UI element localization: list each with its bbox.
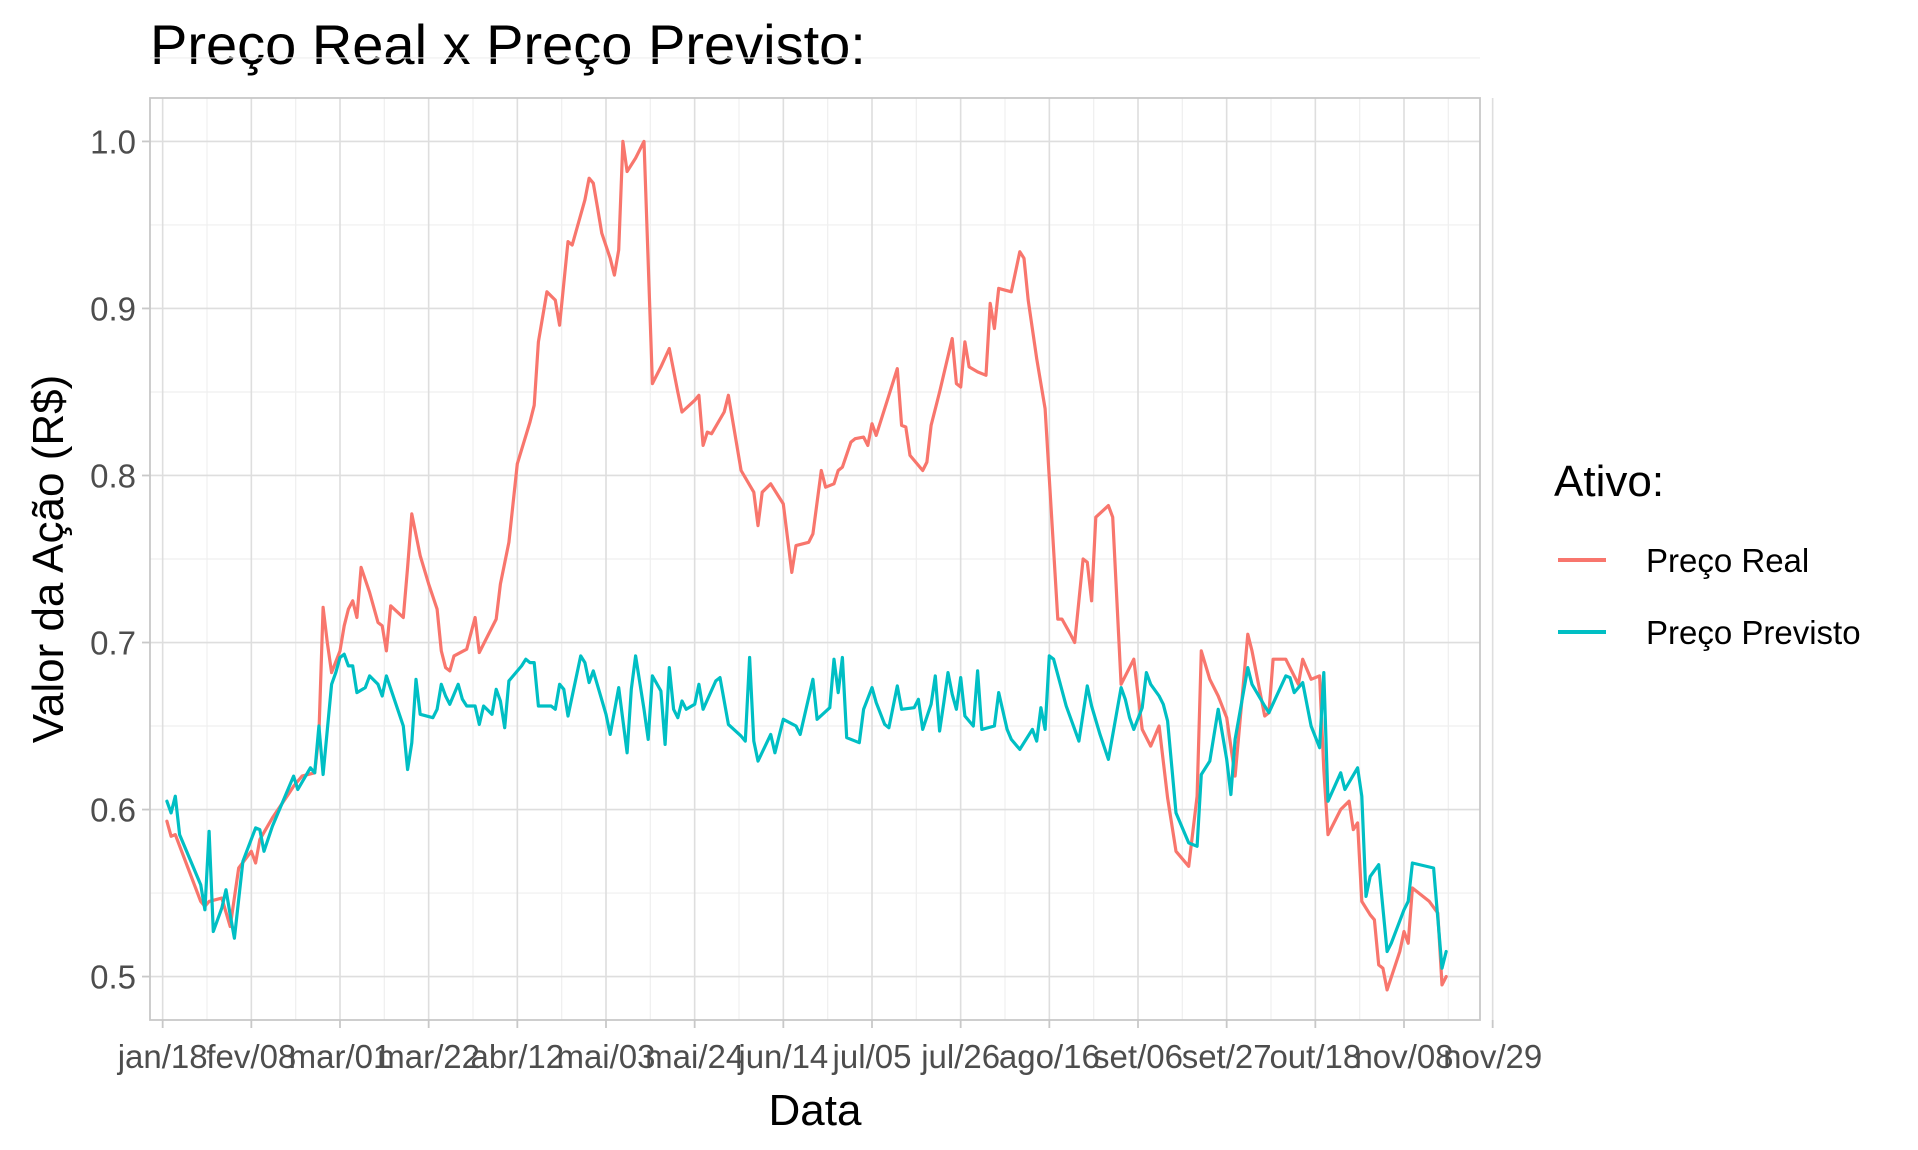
y-tick-label: 0.8 bbox=[90, 457, 136, 494]
x-tick-label: jun/14 bbox=[737, 1038, 828, 1075]
minor-gridlines bbox=[150, 57, 1480, 1020]
x-tick-label: mar/22 bbox=[377, 1038, 480, 1075]
y-tick-label: 0.7 bbox=[90, 625, 136, 662]
x-tick-label: jan/18 bbox=[117, 1038, 208, 1075]
y-axis-title: Valor da Ação (R$) bbox=[24, 375, 73, 743]
legend-item-preco-real: Preço Real bbox=[1558, 542, 1809, 579]
legend-title: Ativo: bbox=[1554, 457, 1664, 506]
y-axis: 0.5 0.6 0.7 0.8 0.9 1.0 bbox=[90, 123, 150, 996]
series-line-preco-real bbox=[165, 139, 1448, 992]
legend-label-preco-previsto: Preço Previsto bbox=[1646, 614, 1861, 651]
panel-border bbox=[149, 97, 1481, 1021]
x-tick-label: jul/05 bbox=[832, 1038, 912, 1075]
x-tick-label: nov/08 bbox=[1354, 1038, 1453, 1075]
legend-item-preco-previsto: Preço Previsto bbox=[1558, 614, 1861, 651]
x-tick-label: set/27 bbox=[1182, 1038, 1272, 1075]
legend: Ativo: Preço Real Preço Previsto bbox=[1554, 457, 1861, 651]
chart-title: Preço Real x Preço Previsto: bbox=[150, 13, 866, 76]
series-lines bbox=[165, 139, 1448, 992]
x-axis: jan/18fev/08mar/01mar/22abr/12mai/03mai/… bbox=[117, 1020, 1542, 1075]
legend-label-preco-real: Preço Real bbox=[1646, 542, 1809, 579]
series-line-preco-previsto bbox=[165, 652, 1448, 970]
x-tick-label: jul/26 bbox=[920, 1038, 1000, 1075]
x-tick-label: fev/08 bbox=[206, 1038, 296, 1075]
x-tick-label: out/18 bbox=[1269, 1038, 1361, 1075]
y-tick-label: 1.0 bbox=[90, 123, 136, 160]
y-tick-label: 0.6 bbox=[90, 792, 136, 829]
y-tick-label: 0.9 bbox=[90, 290, 136, 327]
y-tick-label: 0.5 bbox=[90, 959, 136, 996]
x-axis-title: Data bbox=[769, 1086, 862, 1135]
x-tick-label: abr/12 bbox=[471, 1038, 565, 1075]
plot-panel bbox=[149, 57, 1494, 1021]
x-tick-label: mai/03 bbox=[556, 1038, 655, 1075]
x-tick-label: mar/01 bbox=[289, 1038, 392, 1075]
x-tick-label: nov/29 bbox=[1443, 1038, 1542, 1075]
x-tick-label: mai/24 bbox=[645, 1038, 744, 1075]
x-tick-label: ago/16 bbox=[999, 1038, 1100, 1075]
major-gridlines bbox=[150, 98, 1494, 1020]
x-tick-label: set/06 bbox=[1093, 1038, 1183, 1075]
